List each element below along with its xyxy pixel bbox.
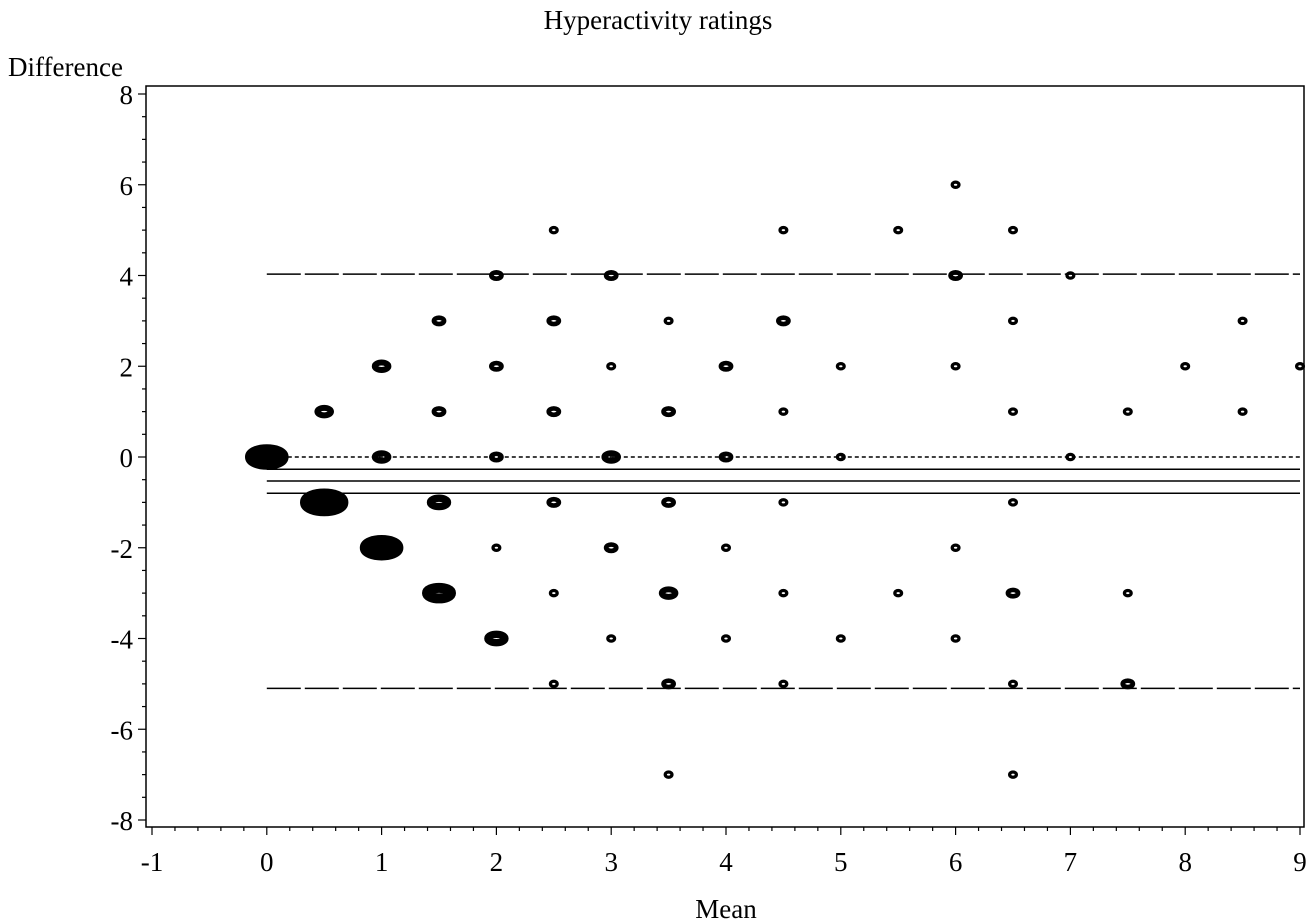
- data-point: [1008, 770, 1019, 779]
- y-tick-label: 8: [120, 80, 134, 110]
- data-point: [1008, 316, 1019, 326]
- x-tick-label: 4: [719, 847, 733, 877]
- x-tick-label: 0: [260, 847, 274, 877]
- data-point: [778, 225, 789, 235]
- data-point: [431, 406, 447, 418]
- data-point: [603, 542, 619, 554]
- x-axis: -1 0 1 2 3 4 5 6 7 8 9: [141, 827, 1307, 877]
- data-point: [1065, 452, 1076, 462]
- x-tick-label: 7: [1064, 847, 1078, 877]
- y-tick-label: 4: [120, 262, 134, 292]
- data-point: [1237, 316, 1248, 326]
- data-point: [948, 270, 963, 282]
- data-point: [1120, 678, 1136, 690]
- data-point: [314, 404, 335, 419]
- x-tick-label: 5: [834, 847, 848, 877]
- data-point: [488, 270, 504, 282]
- data-point: [484, 630, 509, 647]
- data-point: [548, 225, 559, 235]
- x-tick-label: 2: [490, 847, 504, 877]
- data-point: [431, 315, 447, 327]
- data-point: [1008, 679, 1019, 689]
- data-point: [371, 450, 392, 464]
- data-point: [721, 543, 732, 553]
- y-tick-label: -8: [111, 806, 134, 836]
- data-point: [601, 450, 622, 464]
- data-point: [300, 488, 349, 517]
- x-tick-label: 1: [375, 847, 389, 877]
- y-axis: -8 -6 -4 -2 0 2 4 6 8: [111, 80, 146, 836]
- data-point: [835, 634, 846, 643]
- data-point: [661, 678, 676, 690]
- data-point: [603, 270, 619, 282]
- data-point: [776, 315, 791, 327]
- data-point: [1180, 361, 1191, 371]
- data-point: [835, 361, 846, 371]
- y-axis-label: Difference: [8, 52, 123, 82]
- data-point: [893, 225, 904, 235]
- data-point: [661, 406, 676, 418]
- data-point: [950, 634, 961, 643]
- x-tick-label: 6: [949, 847, 963, 877]
- x-axis-label: Mean: [695, 894, 757, 924]
- data-point: [606, 361, 617, 371]
- data-point: [661, 496, 676, 508]
- y-tick-label: -2: [111, 534, 134, 564]
- data-point: [1237, 407, 1248, 416]
- data-point: [546, 315, 562, 327]
- data-point: [421, 582, 456, 604]
- data-point: [488, 360, 504, 372]
- data-point: [718, 451, 734, 463]
- y-tick-label: -6: [111, 715, 134, 745]
- data-point: [1005, 587, 1021, 599]
- data-points: [244, 180, 1306, 779]
- data-point: [778, 498, 789, 507]
- data-point: [491, 543, 502, 553]
- data-point: [546, 406, 562, 418]
- data-point: [950, 543, 961, 553]
- data-point: [1122, 407, 1133, 416]
- data-point: [426, 494, 452, 511]
- y-tick-label: 2: [120, 352, 134, 382]
- data-point: [548, 588, 559, 598]
- data-point: [778, 679, 789, 689]
- data-point: [488, 451, 504, 463]
- data-point: [244, 444, 289, 470]
- x-tick-label: -1: [141, 847, 164, 877]
- data-point: [371, 359, 392, 373]
- data-point: [718, 360, 734, 372]
- data-point: [663, 770, 674, 779]
- data-point: [893, 588, 904, 598]
- reference-lines: [266, 273, 1300, 690]
- data-point: [721, 634, 732, 643]
- data-point: [663, 316, 674, 326]
- data-point: [359, 535, 404, 561]
- data-point: [1065, 271, 1076, 280]
- data-point: [778, 588, 789, 598]
- y-tick-label: -4: [111, 625, 134, 655]
- data-point: [548, 679, 559, 689]
- data-point: [950, 180, 961, 190]
- data-point: [1008, 225, 1019, 235]
- data-point: [1122, 588, 1133, 598]
- data-point: [950, 361, 961, 371]
- data-point: [1295, 361, 1306, 371]
- x-tick-label: 9: [1293, 847, 1307, 877]
- y-tick-label: 6: [120, 171, 134, 201]
- data-point: [658, 586, 679, 600]
- chart-title: Hyperactivity ratings: [544, 5, 773, 35]
- data-point: [1008, 407, 1019, 416]
- x-tick-label: 8: [1178, 847, 1192, 877]
- x-tick-label: 3: [604, 847, 618, 877]
- data-point: [606, 634, 617, 643]
- data-point: [778, 407, 789, 416]
- y-tick-label: 0: [120, 443, 134, 473]
- data-point: [835, 452, 846, 462]
- data-point: [546, 496, 562, 508]
- data-point: [1008, 498, 1019, 507]
